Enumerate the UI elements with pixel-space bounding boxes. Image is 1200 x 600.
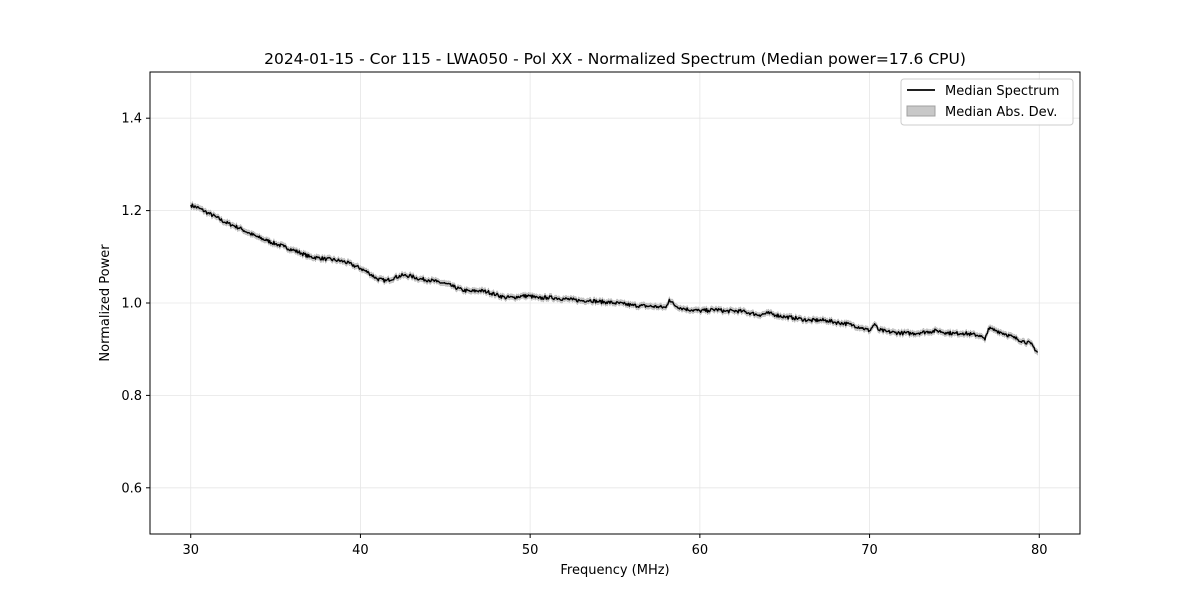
x-tick-label: 30 bbox=[182, 543, 199, 558]
y-axis-label: Normalized Power bbox=[98, 244, 113, 362]
x-tick-label: 40 bbox=[352, 543, 369, 558]
legend: Median Spectrum Median Abs. Dev. bbox=[900, 78, 1074, 126]
legend-median-abs-dev-swatch bbox=[906, 105, 936, 117]
legend-median-abs-dev-label: Median Abs. Dev. bbox=[945, 105, 1057, 120]
y-tick-label: 0.6 bbox=[121, 481, 142, 496]
x-tick-label: 50 bbox=[522, 543, 539, 558]
median-spectrum-line bbox=[190, 203, 1039, 353]
x-tick-label: 70 bbox=[861, 543, 878, 558]
axis-ticks: 30 40 50 60 70 80 0.6 0.8 1.0 1.2 1.4 bbox=[121, 112, 1047, 558]
y-tick-label: 1.4 bbox=[121, 112, 142, 127]
x-tick-label: 80 bbox=[1031, 543, 1048, 558]
y-tick-label: 0.8 bbox=[121, 389, 142, 404]
legend-median-spectrum-label: Median Spectrum bbox=[945, 84, 1059, 99]
plot-area bbox=[190, 200, 1039, 356]
x-tick-label: 60 bbox=[692, 543, 709, 558]
median-abs-dev-band bbox=[190, 200, 1038, 356]
chart-title: 2024-01-15 - Cor 115 - LWA050 - Pol XX -… bbox=[264, 50, 966, 68]
x-axis-label: Frequency (MHz) bbox=[560, 563, 669, 578]
y-tick-label: 1.2 bbox=[121, 204, 142, 219]
y-tick-label: 1.0 bbox=[121, 297, 142, 312]
legend-frame bbox=[900, 78, 1074, 126]
